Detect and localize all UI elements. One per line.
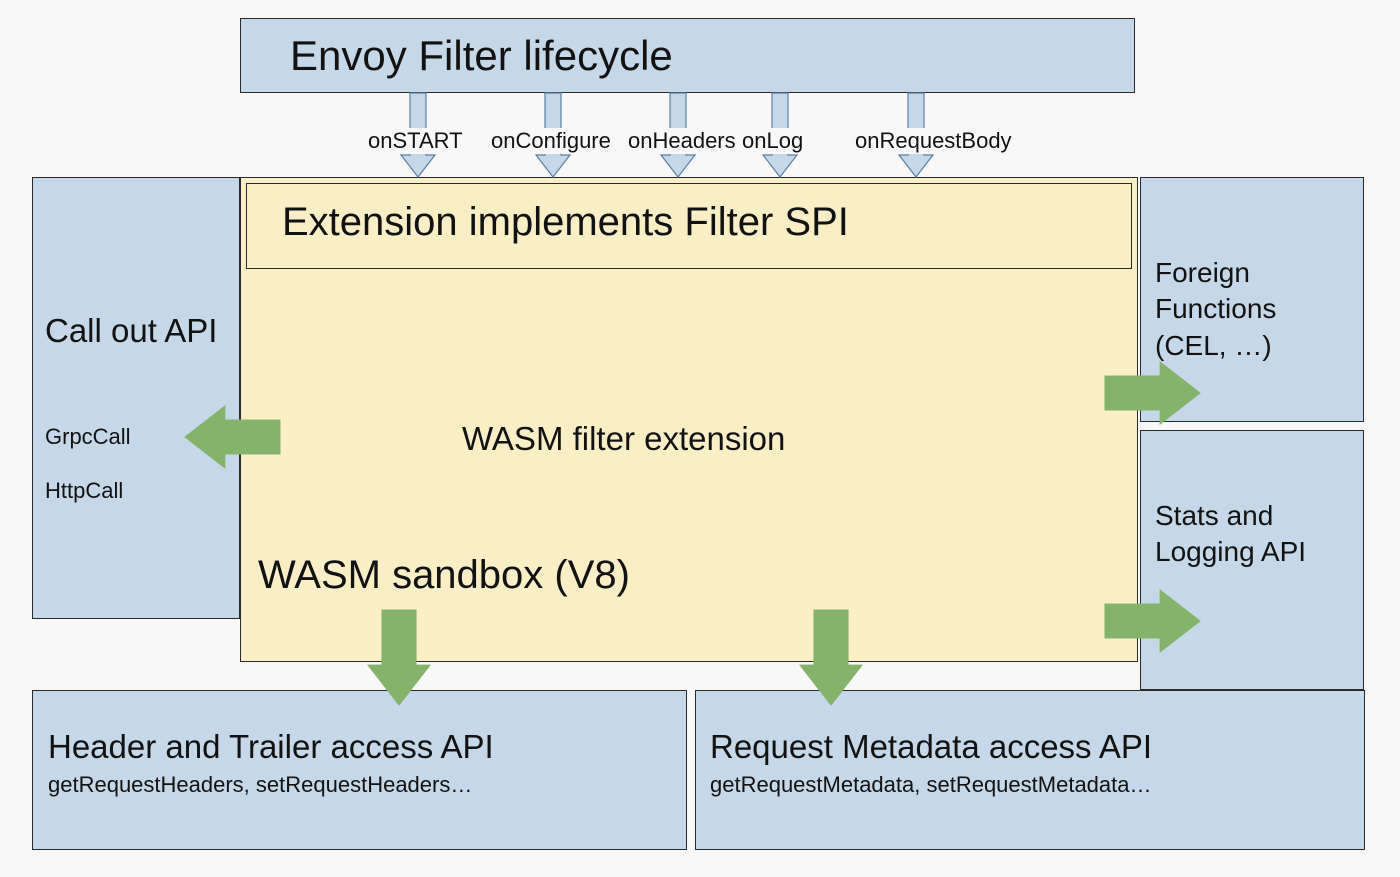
header-api-sub: getRequestHeaders, setRequestHeaders… [48, 772, 472, 798]
metadata-api-box [695, 690, 1365, 850]
wasm-extension-label: WASM filter extension [462, 420, 785, 458]
foreign-functions-title: Foreign Functions (CEL, …) [1155, 255, 1354, 364]
callout-api-item: HttpCall [45, 478, 123, 504]
arrow-to-foreign [1105, 362, 1200, 424]
filter-spi-title: Extension implements Filter SPI [282, 200, 849, 245]
header-api-box [32, 690, 687, 850]
metadata-api-title: Request Metadata access API [710, 728, 1152, 766]
wasm-sandbox-label: WASM sandbox (V8) [258, 553, 630, 598]
arrow-to-header-api [368, 610, 430, 705]
arrow-to-stats [1105, 590, 1200, 652]
lifecycle-event-label: onHeaders [625, 128, 739, 154]
lifecycle-title: Envoy Filter lifecycle [290, 32, 673, 80]
lifecycle-event-label: onRequestBody [852, 128, 1015, 154]
callout-api-title: Call out API [45, 310, 233, 351]
arrow-to-callout [185, 406, 280, 468]
stats-logging-title: Stats and Logging API [1155, 498, 1354, 571]
lifecycle-event-label: onConfigure [488, 128, 614, 154]
lifecycle-event-label: onLog [739, 128, 806, 154]
header-api-title: Header and Trailer access API [48, 728, 494, 766]
callout-api-box [32, 177, 240, 619]
metadata-api-sub: getRequestMetadata, setRequestMetadata… [710, 772, 1152, 798]
arrow-to-metadata [800, 610, 862, 705]
callout-api-item: GrpcCall [45, 424, 131, 450]
lifecycle-event-label: onSTART [365, 128, 466, 154]
